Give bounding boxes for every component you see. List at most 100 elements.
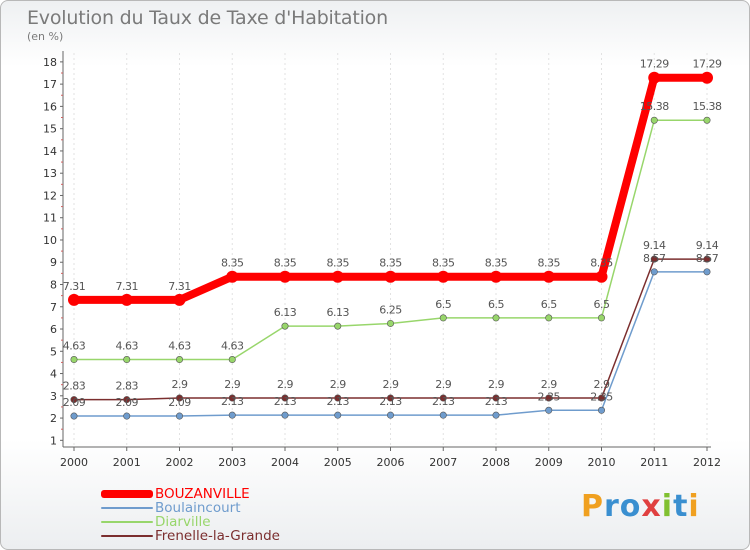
x-tick-label: 2005 <box>324 456 352 469</box>
data-point <box>701 71 713 84</box>
data-label: 8.35 <box>538 257 561 270</box>
data-point <box>703 268 711 276</box>
data-label: 7.31 <box>168 280 191 293</box>
data-point <box>120 293 133 306</box>
y-tick-label: 13 <box>43 167 57 180</box>
y-tick-label: 5 <box>50 345 57 358</box>
data-point <box>597 314 605 322</box>
x-tick-label: 2011 <box>640 456 668 469</box>
x-tick-label: 2008 <box>482 456 510 469</box>
data-point <box>597 406 605 414</box>
y-tick-label: 16 <box>43 100 57 113</box>
data-label: 2.09 <box>168 396 191 409</box>
x-tick-label: 2007 <box>429 456 457 469</box>
data-label: 9.14 <box>696 239 719 252</box>
y-tick-label: 8 <box>50 279 57 292</box>
data-label: 2.9 <box>488 378 504 391</box>
data-label: 15.38 <box>640 100 669 113</box>
legend-item: Frenelle-la-Grande <box>101 529 280 543</box>
data-point <box>228 394 236 402</box>
data-point <box>176 412 184 420</box>
data-point <box>597 394 605 402</box>
data-label: 17.29 <box>640 58 669 71</box>
x-tick-label: 2000 <box>60 456 88 469</box>
data-point <box>490 270 502 283</box>
data-point <box>648 71 661 84</box>
y-tick-label: 2 <box>50 412 57 425</box>
data-label: 2.9 <box>594 378 610 391</box>
logo-letter: r <box>604 489 620 524</box>
y-tick-label: 12 <box>43 189 57 202</box>
data-label: 8.35 <box>485 257 508 270</box>
chart-subtitle: (en %) <box>27 30 64 43</box>
data-label: 7.31 <box>116 280 139 293</box>
data-label: 17.29 <box>693 58 722 71</box>
y-tick-label: 3 <box>50 390 57 403</box>
data-point <box>595 270 608 283</box>
legend-item: Boulaincourt <box>101 501 280 515</box>
legend-swatch <box>101 521 153 523</box>
data-label: 2.9 <box>330 378 346 391</box>
data-point <box>492 394 500 402</box>
data-label: 6.25 <box>379 303 402 316</box>
data-label: 6.5 <box>435 298 451 311</box>
x-tick-label: 2002 <box>166 456 194 469</box>
x-tick-label: 2009 <box>535 456 563 469</box>
data-point <box>334 394 342 402</box>
data-point <box>650 255 658 263</box>
y-tick-label: 4 <box>50 368 57 381</box>
data-point <box>386 411 394 419</box>
data-label: 2.13 <box>274 395 297 408</box>
data-label: 4.63 <box>221 340 244 353</box>
legend-swatch <box>101 535 153 537</box>
y-tick-label: 18 <box>43 56 57 69</box>
data-point <box>70 396 78 404</box>
data-point <box>70 356 78 364</box>
data-point <box>384 270 397 283</box>
data-label: 8.35 <box>274 257 297 270</box>
data-label: 2.13 <box>485 395 508 408</box>
data-point <box>334 322 342 330</box>
data-point <box>650 116 658 124</box>
y-tick-label: 10 <box>43 234 57 247</box>
data-point <box>226 270 239 283</box>
data-point <box>542 270 555 283</box>
y-tick-label: 11 <box>43 212 57 225</box>
data-label: 8.57 <box>696 252 719 265</box>
legend-swatch <box>101 507 153 509</box>
data-label: 6.5 <box>594 298 610 311</box>
data-point <box>703 255 711 263</box>
legend-label: Boulaincourt <box>155 500 241 516</box>
data-point <box>334 411 342 419</box>
data-point <box>281 322 289 330</box>
data-label: 7.31 <box>63 280 86 293</box>
data-label: 6.5 <box>488 298 504 311</box>
data-point <box>331 270 344 283</box>
data-point <box>492 314 500 322</box>
x-tick-label: 2012 <box>693 456 721 469</box>
proxiti-logo: Proxiti <box>581 489 700 524</box>
data-point <box>439 314 447 322</box>
data-point <box>173 293 186 306</box>
x-tick-label: 2004 <box>271 456 299 469</box>
data-label: 8.35 <box>379 257 402 270</box>
data-point <box>228 411 236 419</box>
y-tick-label: 7 <box>50 301 57 314</box>
data-point <box>176 394 184 402</box>
data-label: 2.09 <box>116 396 139 409</box>
data-label: 8.35 <box>221 257 244 270</box>
logo-letter: o <box>619 489 642 524</box>
data-point <box>492 411 500 419</box>
data-label: 2.9 <box>383 378 399 391</box>
data-label: 2.83 <box>63 380 86 393</box>
x-tick-label: 2010 <box>588 456 616 469</box>
data-label: 2.9 <box>541 378 557 391</box>
data-label: 2.9 <box>435 378 451 391</box>
legend-item: BOUZANVILLE <box>101 487 280 501</box>
data-label: 2.13 <box>221 395 244 408</box>
data-label: 4.63 <box>168 340 191 353</box>
data-point <box>279 270 291 283</box>
data-point <box>281 411 289 419</box>
y-tick-label: 1 <box>50 434 57 447</box>
